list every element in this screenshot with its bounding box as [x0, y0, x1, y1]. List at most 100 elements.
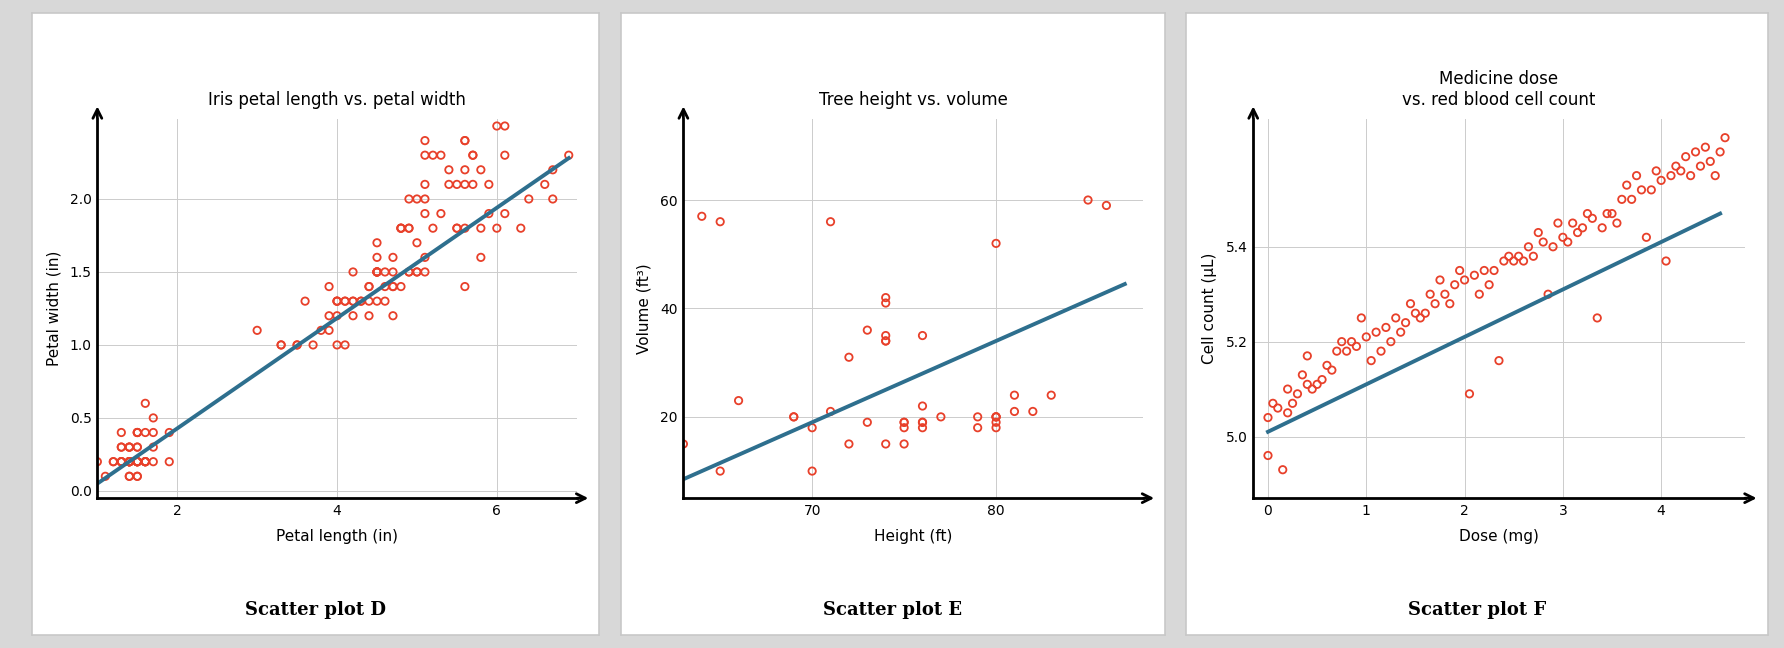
Point — [1638, 185, 1666, 195]
Point — [1386, 327, 1415, 338]
Point — [123, 456, 152, 467]
Point — [362, 238, 391, 248]
Point — [362, 267, 391, 277]
Point — [114, 442, 143, 452]
Point — [107, 456, 136, 467]
Point — [130, 427, 159, 437]
Point — [410, 135, 439, 146]
Point — [1563, 227, 1591, 238]
Point — [284, 340, 312, 350]
Point — [1400, 308, 1429, 318]
Point — [387, 281, 416, 292]
Point — [1588, 223, 1616, 233]
Point — [908, 417, 937, 428]
Point — [1524, 227, 1552, 238]
Point — [1358, 356, 1386, 366]
Point — [114, 456, 143, 467]
Point — [314, 325, 343, 336]
Point — [1520, 251, 1549, 261]
Point — [114, 456, 143, 467]
Point — [981, 238, 1010, 249]
Point — [1672, 152, 1700, 162]
Point — [107, 427, 136, 437]
X-axis label: Petal length (in): Petal length (in) — [277, 529, 398, 544]
Point — [435, 165, 464, 175]
Point — [123, 456, 152, 467]
Point — [1470, 265, 1499, 275]
Point — [1367, 346, 1395, 356]
Point — [442, 223, 471, 233]
Point — [155, 427, 184, 437]
Point — [410, 252, 439, 262]
Point — [410, 150, 439, 161]
Point — [1706, 146, 1734, 157]
Point — [835, 352, 863, 362]
Point — [435, 179, 464, 190]
Point — [1691, 142, 1720, 152]
Point — [1260, 398, 1288, 408]
Text: Scatter plot F: Scatter plot F — [1408, 601, 1547, 619]
Point — [1598, 209, 1627, 219]
Point — [284, 340, 312, 350]
Point — [139, 442, 168, 452]
Point — [458, 150, 487, 161]
Point — [107, 456, 136, 467]
Point — [1436, 299, 1465, 309]
Point — [410, 179, 439, 190]
Point — [339, 310, 368, 321]
Point — [378, 252, 407, 262]
Point — [1568, 223, 1597, 233]
Point — [539, 165, 567, 175]
Point — [1308, 375, 1336, 385]
Title: Tree height vs. volume: Tree height vs. volume — [819, 91, 1008, 109]
Point — [1440, 279, 1468, 290]
Point — [1686, 161, 1714, 171]
Point — [1450, 275, 1479, 285]
Point — [346, 296, 375, 307]
Point — [107, 442, 136, 452]
Point — [530, 179, 558, 190]
Point — [1681, 146, 1709, 157]
Point — [1381, 313, 1409, 323]
Point — [1347, 313, 1375, 323]
Point — [298, 340, 326, 350]
Point — [387, 223, 416, 233]
Point — [330, 296, 359, 307]
Point — [410, 267, 439, 277]
Point — [355, 281, 384, 292]
Point — [1338, 336, 1367, 347]
Point — [687, 211, 715, 222]
Point — [467, 165, 496, 175]
Point — [1515, 242, 1543, 252]
Point — [314, 281, 343, 292]
Point — [1425, 275, 1454, 285]
Point — [394, 223, 423, 233]
Point — [1263, 403, 1292, 413]
Point — [410, 209, 439, 219]
Point — [426, 209, 455, 219]
Point — [1037, 390, 1065, 400]
Point — [706, 216, 735, 227]
Point — [853, 325, 881, 335]
Point — [355, 281, 384, 292]
Point — [451, 223, 480, 233]
Point — [514, 194, 542, 204]
Point — [123, 442, 152, 452]
Point — [835, 439, 863, 449]
Point — [981, 422, 1010, 433]
Point — [362, 267, 391, 277]
Point — [291, 296, 319, 307]
Point — [1618, 194, 1647, 205]
Point — [1484, 356, 1513, 366]
Title: Iris petal length vs. petal width: Iris petal length vs. petal width — [209, 91, 466, 109]
Point — [797, 466, 826, 476]
Point — [507, 223, 535, 233]
Point — [330, 296, 359, 307]
Point — [1299, 384, 1327, 394]
Point — [1293, 351, 1322, 361]
Point — [130, 398, 159, 408]
Y-axis label: Petal width (in): Petal width (in) — [46, 251, 61, 366]
Point — [1490, 256, 1518, 266]
Point — [1543, 218, 1572, 228]
Point — [442, 223, 471, 233]
